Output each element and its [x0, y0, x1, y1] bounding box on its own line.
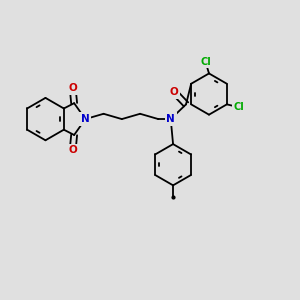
Text: Cl: Cl	[200, 57, 211, 67]
Text: N: N	[166, 114, 175, 124]
Text: O: O	[68, 83, 77, 93]
Text: Cl: Cl	[234, 102, 244, 112]
Text: O: O	[68, 145, 77, 155]
Text: O: O	[170, 87, 178, 97]
Text: N: N	[81, 114, 90, 124]
